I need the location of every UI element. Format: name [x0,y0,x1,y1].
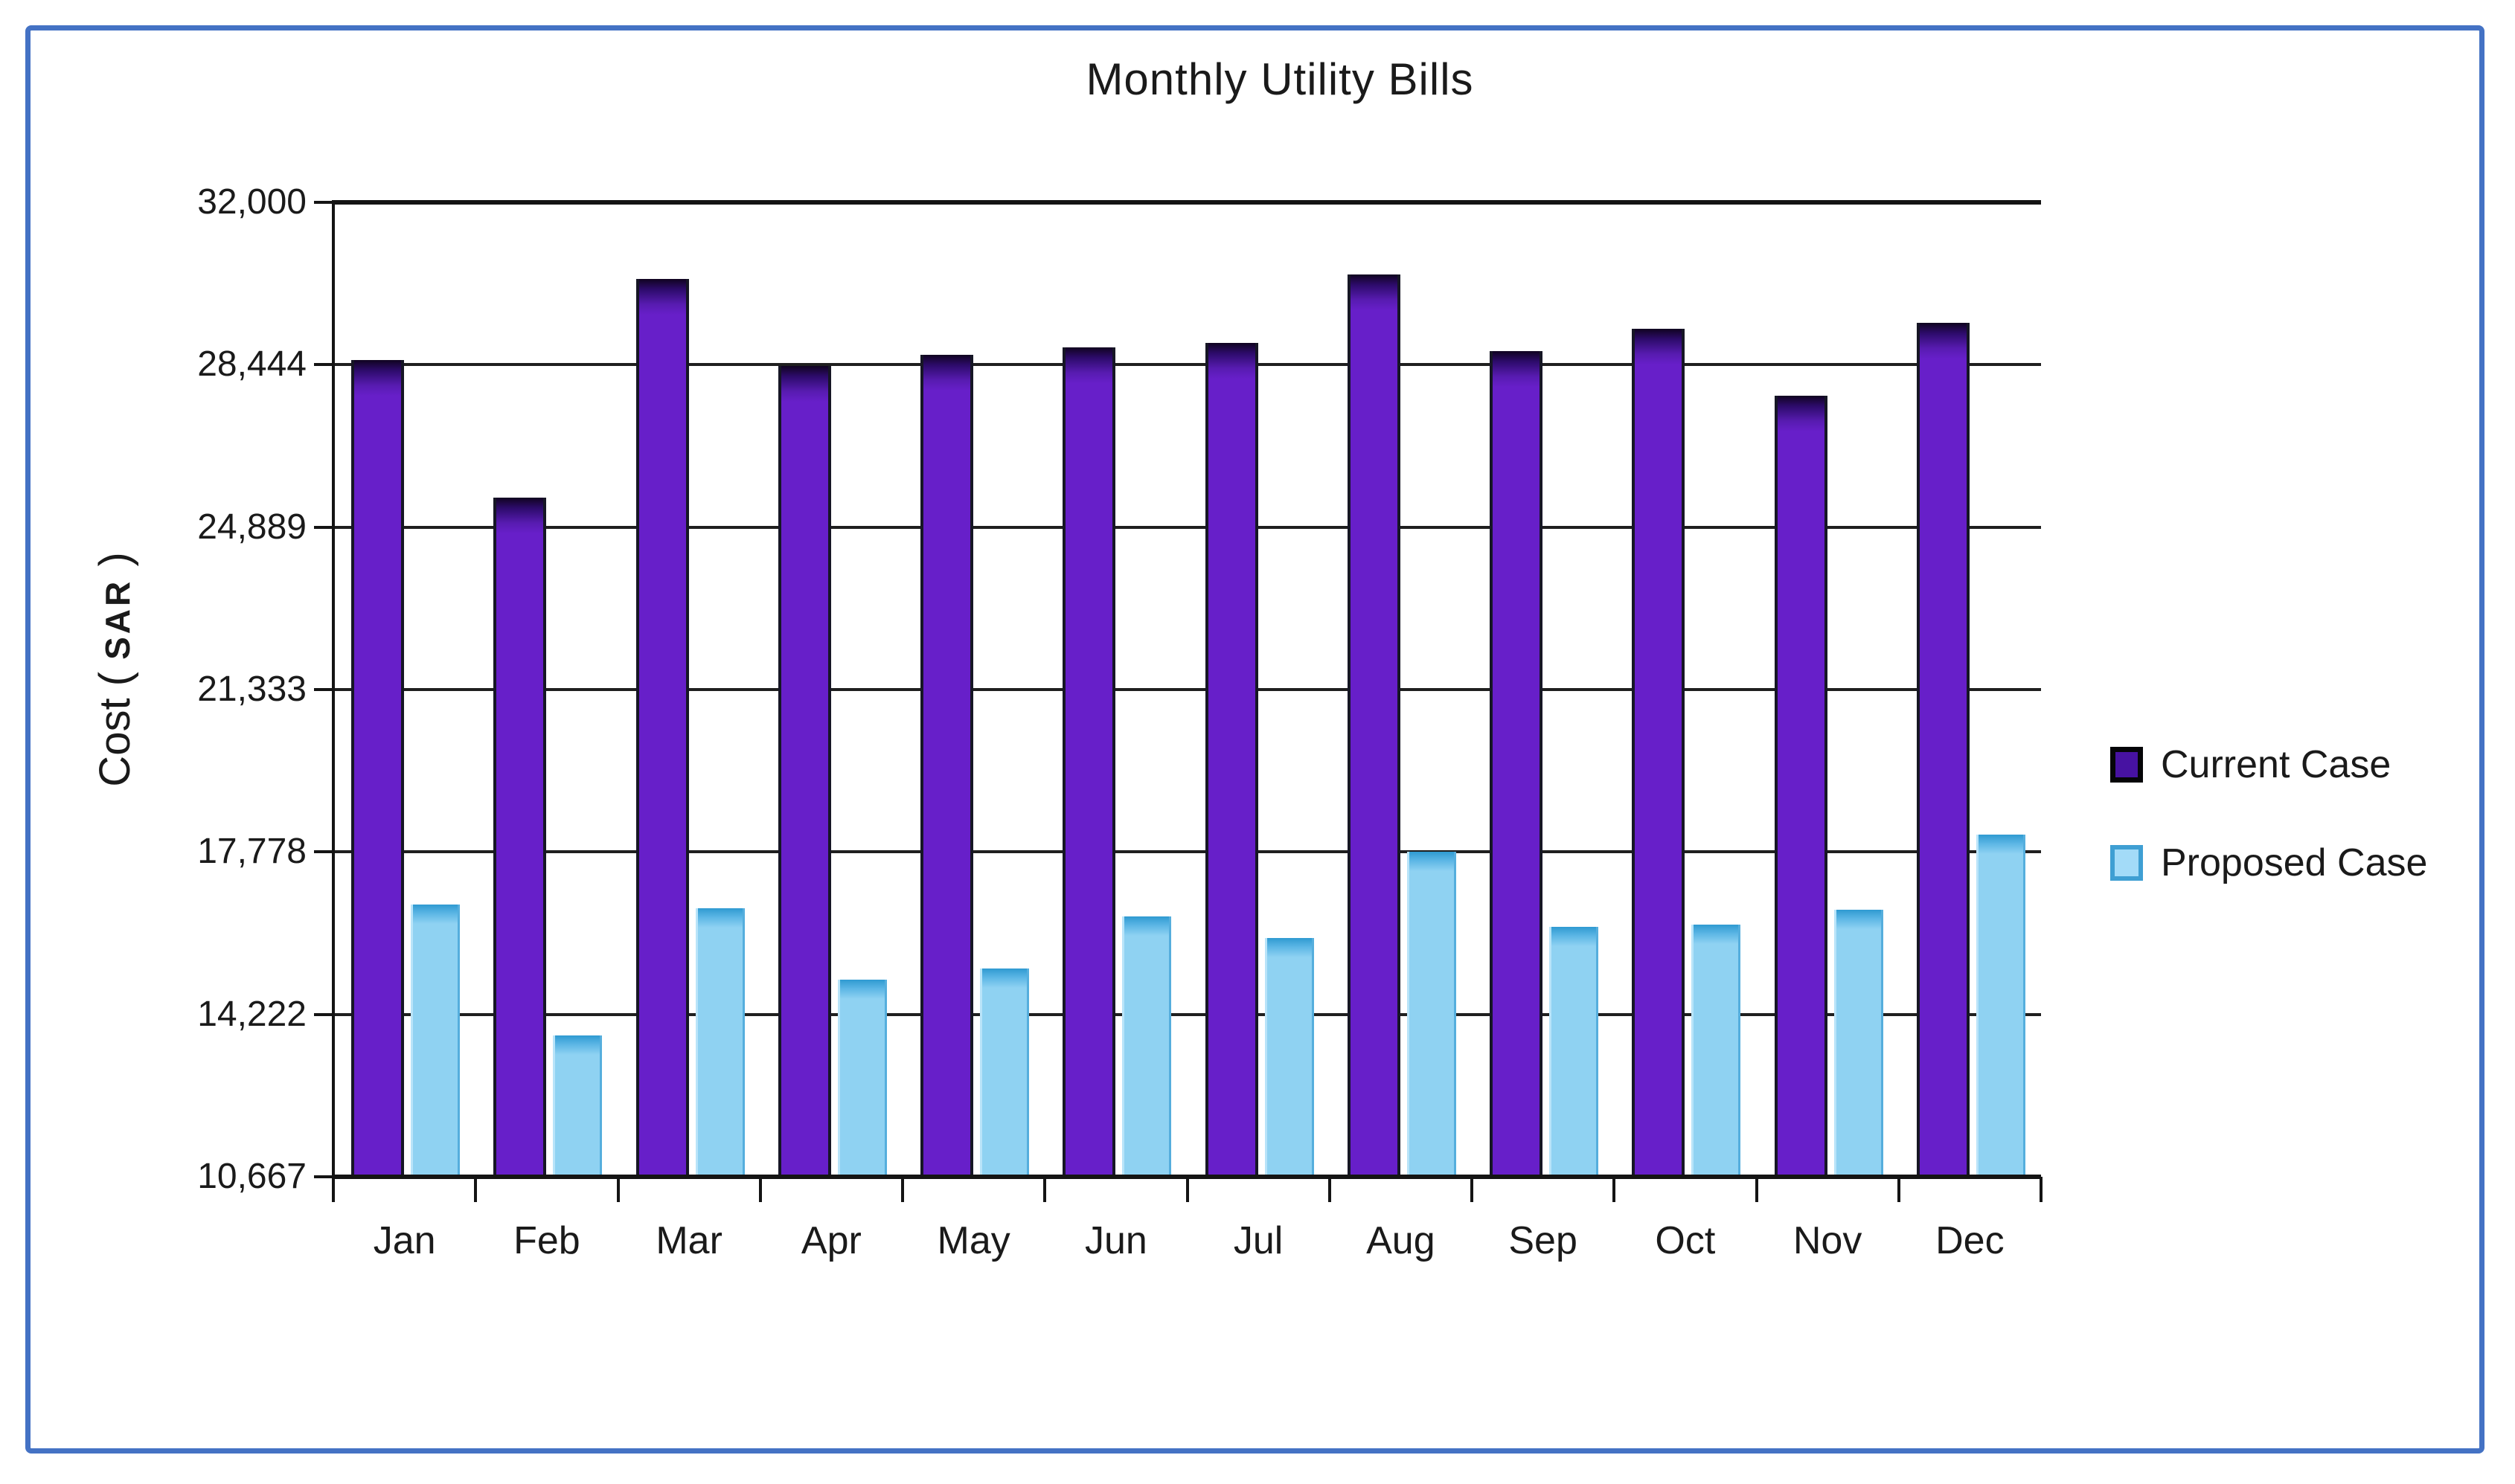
y-tick-label-10667: 10,667 [197,1157,307,1196]
bar-proposed-sep [1549,926,1598,1177]
bar-current-sep [1490,351,1542,1177]
x-tick-1 [474,1177,478,1202]
x-label-sep: Sep [1508,1219,1577,1262]
bar-proposed-mar [695,908,745,1177]
bar-proposed-feb [553,1035,603,1177]
bar-current-jun [1063,347,1116,1177]
x-label-feb: Feb [513,1219,580,1262]
y-tick-24889 [314,525,333,529]
legend-label-current-case: Current Case [2161,743,2391,786]
y-tick-label-32000: 32,000 [197,182,307,222]
y-tick-label-28444: 28,444 [197,344,307,385]
x-tick-8 [1470,1177,1473,1202]
bar-current-jul [1205,342,1258,1177]
x-label-mar: Mar [656,1219,723,1262]
bar-proposed-dec [1976,835,2025,1177]
x-tick-2 [616,1177,620,1202]
y-tick-label-17778: 17,778 [197,832,307,872]
bar-current-nov [1774,396,1827,1177]
x-label-jan: Jan [373,1219,436,1262]
y-tick-label-24889: 24,889 [197,507,307,547]
x-tick-11 [1897,1177,1900,1202]
bar-current-may [920,355,973,1177]
y-tick-32000 [314,201,333,204]
x-label-aug: Aug [1366,1219,1435,1262]
x-tick-9 [1612,1177,1616,1202]
x-tick-3 [758,1177,762,1202]
y-axis-line [332,200,335,1179]
x-label-jul: Jul [1233,1219,1284,1262]
x-label-may: May [937,1219,1010,1262]
gridline-17778 [333,850,2041,854]
bar-current-feb [493,498,547,1177]
chart-title: Monthly Utility Bills [1086,54,1474,104]
y-tick-21333 [314,688,333,692]
y-tick-10667 [314,1175,333,1178]
x-label-oct: Oct [1655,1219,1716,1262]
x-tick-12 [2040,1177,2043,1202]
y-tick-17778 [314,850,333,854]
bar-proposed-may [980,969,1029,1177]
x-tick-4 [901,1177,904,1202]
bar-current-jan [351,360,404,1177]
legend-item-current-case: Current Case [2110,742,2427,787]
legend-swatch-current-case-icon [2110,747,2143,783]
y-tick-28444 [314,363,333,367]
gridline-21333 [333,688,2041,692]
y-tick-label-14222: 14,222 [197,994,307,1034]
x-tick-5 [1043,1177,1047,1202]
legend-item-proposed-case: Proposed Case [2110,841,2427,885]
legend-swatch-proposed-case-icon [2110,845,2143,881]
gridline-28444 [333,363,2041,367]
bar-proposed-jun [1122,916,1172,1177]
bar-proposed-jul [1264,938,1314,1177]
x-tick-0 [332,1177,335,1202]
x-label-dec: Dec [1935,1219,2005,1262]
bar-current-dec [1916,322,1970,1177]
bar-current-aug [1347,274,1400,1177]
bar-proposed-nov [1833,910,1883,1177]
bar-proposed-jan [411,904,460,1177]
legend-label-proposed-case: Proposed Case [2161,841,2428,884]
gridline-24889 [333,525,2041,529]
x-label-nov: Nov [1792,1219,1862,1262]
bar-proposed-aug [1406,852,1456,1177]
bar-current-apr [778,365,831,1177]
bar-proposed-oct [1691,925,1741,1177]
x-label-apr: Apr [801,1219,862,1262]
y-tick-label-21333: 21,333 [197,669,307,710]
x-tick-6 [1185,1177,1189,1202]
y-tick-14222 [314,1012,333,1016]
bar-current-mar [635,279,689,1177]
x-label-jun: Jun [1084,1219,1147,1262]
x-tick-7 [1327,1177,1331,1202]
gridline-14222 [333,1012,2041,1016]
bar-current-oct [1632,329,1685,1177]
gridline-32000 [333,200,2041,205]
x-tick-10 [1755,1177,1758,1202]
bar-proposed-apr [837,980,887,1177]
legend: Current Case Proposed Case [2110,742,2427,939]
